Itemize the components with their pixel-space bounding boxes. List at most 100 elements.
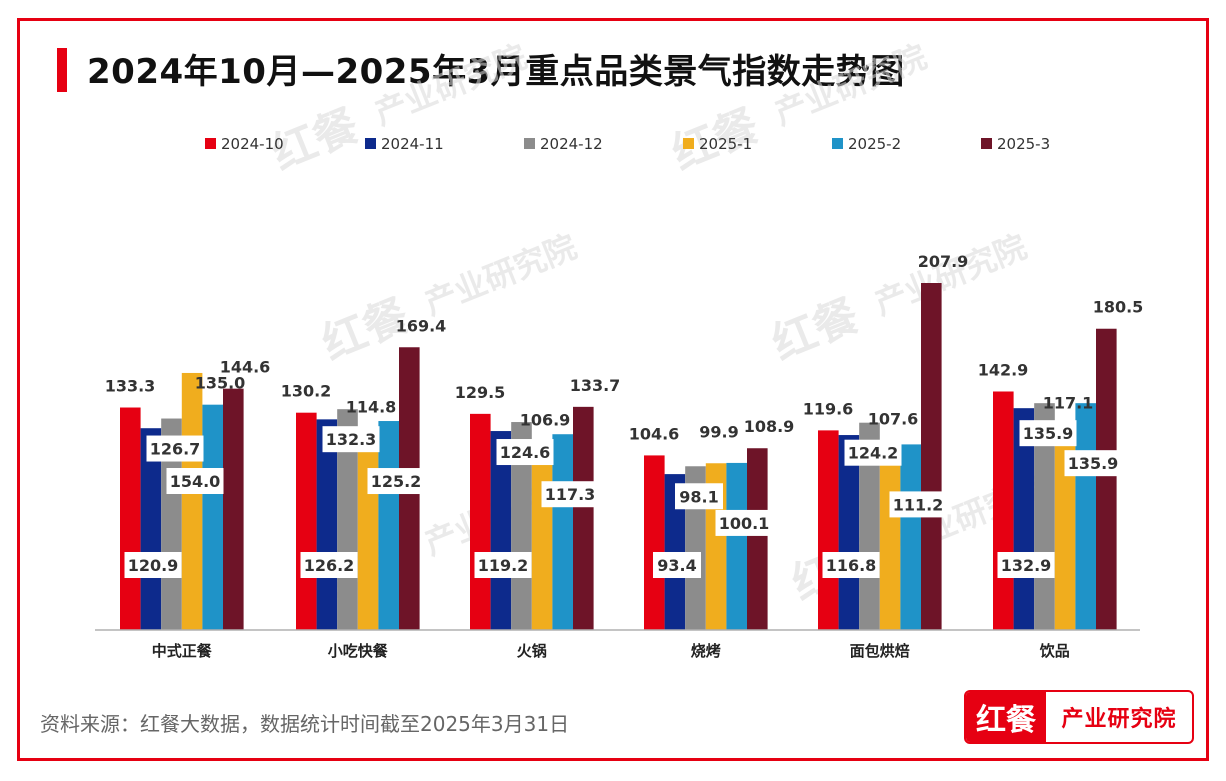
data-label: 124.2 — [848, 444, 899, 463]
legend-swatch — [365, 138, 376, 149]
data-label-box — [474, 552, 532, 578]
x-tick-label: 火锅 — [517, 642, 547, 660]
data-label: 108.9 — [744, 417, 795, 436]
data-label: 100.1 — [719, 514, 770, 533]
data-label: 114.8 — [346, 397, 397, 416]
data-label: 93.4 — [657, 556, 696, 575]
data-label-box — [367, 468, 425, 495]
chart-frame — [17, 18, 1209, 761]
bar — [573, 406, 594, 630]
data-label: 117.3 — [545, 485, 596, 504]
data-label-box — [997, 552, 1055, 578]
data-label: 106.9 — [520, 411, 571, 430]
data-label: 132.9 — [1001, 556, 1052, 575]
bar — [838, 435, 860, 630]
legend-label: 2024-12 — [540, 135, 603, 153]
data-label-box — [541, 481, 599, 508]
data-label: 129.5 — [455, 383, 506, 402]
data-label-box — [166, 468, 224, 494]
data-label: 124.6 — [500, 443, 551, 462]
watermark-mark: 红餐 — [765, 290, 866, 370]
legend-swatch — [524, 138, 535, 149]
bar — [470, 413, 491, 630]
bar — [879, 450, 901, 630]
watermark-text: 产业研究院 — [869, 227, 1032, 322]
data-label: 111.2 — [893, 495, 944, 514]
data-label-box — [146, 435, 204, 462]
legend-label: 2025-3 — [997, 135, 1050, 153]
data-label: 119.2 — [478, 556, 529, 575]
data-label-box — [124, 552, 182, 578]
data-label-box — [715, 509, 773, 536]
bar — [644, 455, 665, 630]
data-label-box — [844, 439, 902, 466]
data-label: 125.2 — [371, 472, 422, 491]
bar — [993, 391, 1014, 630]
data-label: 133.3 — [105, 377, 156, 396]
bar — [296, 412, 317, 630]
bar — [120, 407, 141, 630]
data-label-box — [322, 426, 380, 453]
data-label: 126.2 — [304, 556, 355, 575]
bar — [378, 421, 399, 630]
data-label: 99.9 — [699, 422, 738, 441]
bar — [181, 372, 203, 630]
data-label: 132.3 — [326, 430, 377, 449]
watermark-text: 产业研究院 — [419, 227, 582, 322]
bar — [1054, 434, 1076, 630]
data-label: 180.5 — [1093, 298, 1144, 317]
title-accent-bar — [57, 48, 67, 92]
data-label: 133.7 — [570, 376, 621, 395]
data-label: 104.6 — [629, 424, 680, 443]
data-label: 117.1 — [1043, 394, 1094, 413]
data-label: 169.4 — [396, 316, 447, 335]
bar — [490, 431, 512, 630]
source-note: 资料来源：红餐大数据，数据统计时间截至2025年3月31日 — [40, 712, 570, 736]
bar — [859, 422, 880, 630]
data-label-box — [1064, 450, 1122, 477]
data-label-box — [822, 552, 880, 578]
watermark-text: 产业研究院 — [769, 37, 932, 132]
data-label-box — [653, 552, 701, 578]
data-label: 154.0 — [170, 472, 221, 491]
data-label-box — [300, 552, 358, 578]
logo-mark: 红餐 — [966, 692, 1046, 742]
bar — [357, 438, 379, 630]
x-tick-label: 烧烤 — [691, 642, 721, 660]
bar — [511, 422, 532, 630]
bar — [726, 462, 747, 630]
chart-title: 2024年10月—2025年3月重点品类景气指数走势图 — [87, 52, 905, 92]
x-tick-label: 中式正餐 — [152, 642, 213, 660]
logo-text: 产业研究院 — [1061, 707, 1177, 732]
bar — [202, 404, 223, 630]
x-tick-label: 小吃快餐 — [328, 642, 389, 660]
data-label: 120.9 — [128, 556, 179, 575]
x-tick-label: 面包烘焙 — [850, 642, 910, 660]
bar — [818, 430, 839, 630]
bar — [1096, 328, 1117, 630]
brand-logo: 红餐 产业研究院 — [964, 690, 1194, 744]
x-tick-label: 饮品 — [1039, 642, 1070, 660]
data-label: 135.0 — [195, 374, 246, 393]
data-label: 130.2 — [281, 382, 332, 401]
legend-swatch — [683, 138, 694, 149]
bar — [900, 444, 921, 630]
data-label-box — [1019, 420, 1077, 447]
data-label-box — [675, 483, 723, 510]
data-label: 144.6 — [220, 358, 271, 377]
legend-swatch — [832, 138, 843, 149]
legend-label: 2024-11 — [381, 135, 444, 153]
data-label: 116.8 — [826, 556, 877, 575]
bar — [531, 451, 553, 630]
data-label: 126.7 — [150, 440, 201, 459]
data-label: 107.6 — [868, 409, 919, 428]
data-label: 119.6 — [803, 399, 854, 418]
legend-label: 2025-1 — [699, 135, 752, 153]
bar — [140, 428, 162, 630]
data-label: 135.9 — [1068, 454, 1119, 473]
